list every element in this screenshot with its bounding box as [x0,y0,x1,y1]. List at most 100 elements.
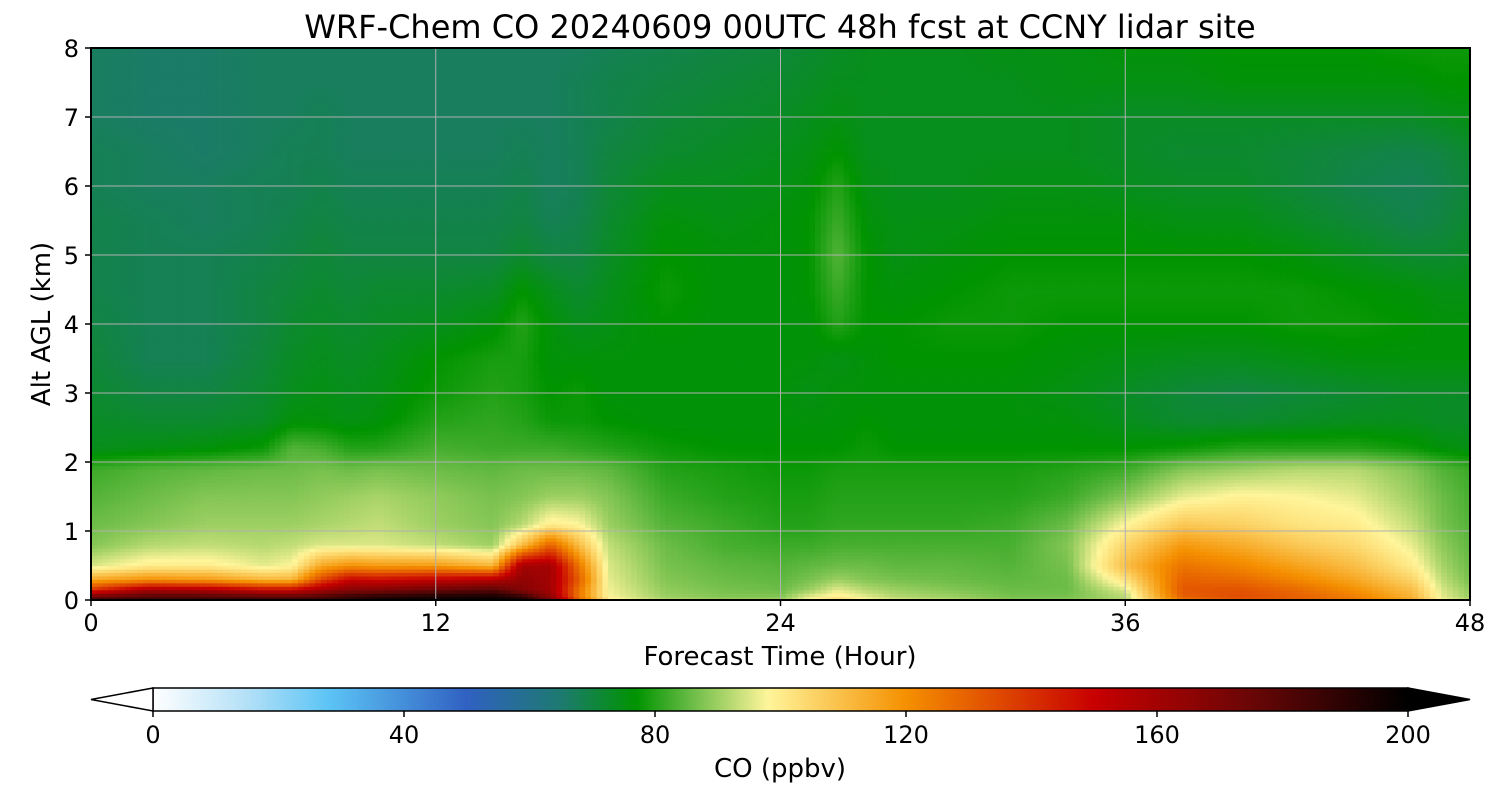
heat-cell [1332,562,1338,566]
heat-cell [1102,552,1108,556]
heat-cell [355,569,361,573]
heat-cell [1303,579,1309,583]
heat-cell [700,531,706,535]
heat-cell [436,572,442,576]
heat-cell [1160,576,1166,580]
heat-cell [1165,555,1171,559]
heat-cell [447,559,453,563]
heat-cell [252,541,258,545]
heat-cell [1206,566,1212,570]
heat-cell [671,552,677,556]
heat-cell [637,559,643,563]
heat-cell [183,552,189,556]
heat-cell [918,545,924,549]
heat-cell [338,541,344,545]
heat-cell [959,552,965,556]
heat-cell [1171,569,1177,573]
heat-cell [746,538,752,542]
heat-cell [1263,548,1269,552]
heat-cell [1062,545,1068,549]
heat-cell [390,583,396,587]
heat-cell [447,566,453,570]
heat-cell [999,579,1005,583]
heat-cell [591,534,597,538]
heat-cell [1137,576,1143,580]
heat-cell [183,566,189,570]
heat-cell [1234,572,1240,576]
heat-cell [442,569,448,573]
heat-cell [137,569,143,573]
heat-cell [660,548,666,552]
heat-cell [947,566,953,570]
heat-cell [1079,590,1085,594]
heat-cell [1332,559,1338,563]
heat-cell [407,555,413,559]
heat-cell [396,555,402,559]
heat-cell [522,562,528,566]
heat-cell [620,559,626,563]
heat-cell [355,531,361,535]
heat-cell [987,569,993,573]
heat-cell [1022,566,1028,570]
heat-cell [1102,534,1108,538]
heat-cell [660,576,666,580]
heat-cell [1441,579,1447,583]
heat-cell [1165,569,1171,573]
heat-cell [1436,555,1442,559]
heat-cell [396,593,402,597]
heat-cell [1165,538,1171,542]
heat-cell [1424,538,1430,542]
heat-cell [706,559,712,563]
heat-cell [712,579,718,583]
heat-cell [1142,566,1148,570]
heat-cell [510,593,516,597]
heat-cell [470,534,476,538]
heat-cell [1372,534,1378,538]
heat-cell [1194,555,1200,559]
heat-cell [666,590,672,594]
heat-cell [1441,572,1447,576]
heat-cell [171,572,177,576]
heat-cell [1275,566,1281,570]
heat-cell [671,531,677,535]
heat-cell [735,538,741,542]
heat-cell [1114,593,1120,597]
heat-cell [217,590,223,594]
heat-cell [1045,569,1051,573]
heat-cell [585,590,591,594]
heat-cell [1292,593,1298,597]
heat-cell [1079,566,1085,570]
heat-cell [792,586,798,590]
heat-cell [562,538,568,542]
heat-cell [493,555,499,559]
heat-cell [941,538,947,542]
heat-cell [200,569,206,573]
heat-cell [1430,572,1436,576]
heat-cell [803,555,809,559]
heat-cell [654,552,660,556]
heat-cell [413,562,419,566]
heat-cell [487,541,493,545]
heat-cell [533,566,539,570]
heat-cell [1447,559,1453,563]
heat-cell [137,593,143,597]
heat-cell [286,583,292,587]
heat-cell [1142,590,1148,594]
heat-cell [1074,569,1080,573]
heat-cell [1056,569,1062,573]
heat-cell [1229,541,1235,545]
heat-cell [102,538,108,542]
heat-cell [1188,534,1194,538]
heat-cell [1332,531,1338,535]
heat-cell [476,576,482,580]
heat-cell [1108,593,1114,597]
heat-cell [183,586,189,590]
heat-cell [585,586,591,590]
heat-cell [585,559,591,563]
heat-cell [735,552,741,556]
heat-cell [344,576,350,580]
heat-cell [413,538,419,542]
heat-cell [539,590,545,594]
heat-cell [309,531,315,535]
heat-cell [1074,545,1080,549]
